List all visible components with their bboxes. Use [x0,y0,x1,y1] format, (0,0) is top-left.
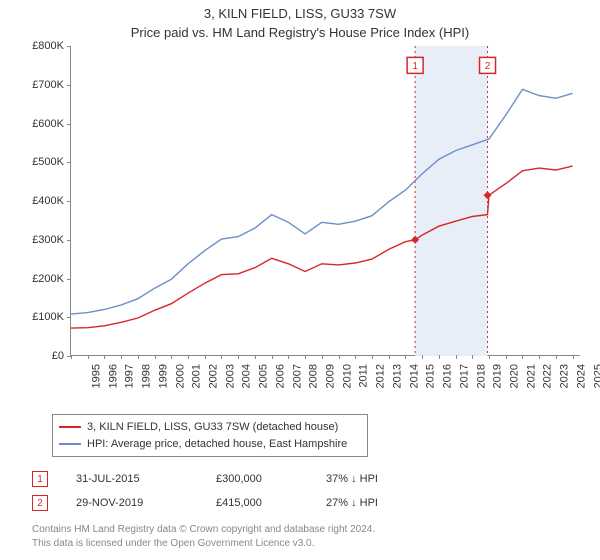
x-tick-label: 2017 [458,364,470,388]
legend-label-hpi: HPI: Average price, detached house, East… [87,436,347,453]
legend: 3, KILN FIELD, LISS, GU33 7SW (detached … [52,414,368,457]
x-tick-label: 2016 [442,364,454,388]
x-tick-label: 2021 [525,364,537,388]
chart-area: 12 £0£100K£200K£300K£400K£500K£600K£700K… [20,46,580,376]
chart-container: 3, KILN FIELD, LISS, GU33 7SW Price paid… [0,0,600,560]
y-tick-label: £600K [32,118,64,130]
x-tick-label: 2011 [357,364,369,388]
x-tick-label: 2002 [208,364,220,388]
y-tick-label: £700K [32,79,64,91]
sale-date-1: 31-JUL-2015 [76,473,216,485]
x-tick-label: 2023 [559,364,571,388]
x-tick-label: 2019 [492,364,504,388]
y-tick-label: £500K [32,156,64,168]
title-sub: Price paid vs. HM Land Registry's House … [0,21,600,46]
sale-date-2: 29-NOV-2019 [76,497,216,509]
sales-table: 1 31-JUL-2015 £300,000 37% ↓ HPI 2 29-NO… [32,467,600,515]
x-tick-label: 1996 [107,364,119,388]
y-tick-label: £400K [32,195,64,207]
x-tick-label: 1999 [157,364,169,388]
x-tick-label: 2013 [391,364,403,388]
y-tick-label: £800K [32,40,64,52]
x-tick-label: 2024 [575,364,587,388]
x-tick-label: 2022 [542,364,554,388]
sales-row-1: 1 31-JUL-2015 £300,000 37% ↓ HPI [32,467,600,491]
x-tick-label: 2005 [258,364,270,388]
legend-row-hpi: HPI: Average price, detached house, East… [59,436,361,453]
x-tick-label: 2010 [341,364,353,388]
x-tick-label: 2008 [308,364,320,388]
x-tick-label: 1997 [124,364,136,388]
footer: Contains HM Land Registry data © Crown c… [32,523,600,550]
x-tick-label: 2003 [224,364,236,388]
x-tick-label: 2004 [241,364,253,388]
legend-swatch-property [59,426,81,428]
x-tick-label: 1995 [90,364,102,388]
legend-label-property: 3, KILN FIELD, LISS, GU33 7SW (detached … [87,419,338,436]
x-tick-label: 2009 [325,364,337,388]
title-main: 3, KILN FIELD, LISS, GU33 7SW [0,0,600,21]
y-tick-label: £100K [32,311,64,323]
legend-row-property: 3, KILN FIELD, LISS, GU33 7SW (detached … [59,419,361,436]
sale-pct-2: 27% ↓ HPI [326,497,466,509]
x-tick-label: 2012 [375,364,387,388]
x-tick-label: 2018 [475,364,487,388]
sale-pct-1: 37% ↓ HPI [326,473,466,485]
legend-swatch-hpi [59,443,81,445]
plot: 12 [70,46,580,356]
svg-text:2: 2 [485,61,491,72]
x-tick-label: 2025 [592,364,600,388]
x-tick-label: 2001 [191,364,203,388]
sale-badge-1: 1 [32,471,48,487]
y-tick-label: £200K [32,273,64,285]
x-tick-label: 2015 [425,364,437,388]
footer-line1: Contains HM Land Registry data © Crown c… [32,523,600,537]
sales-row-2: 2 29-NOV-2019 £415,000 27% ↓ HPI [32,491,600,515]
x-tick-label: 2007 [291,364,303,388]
x-tick-label: 2000 [174,364,186,388]
sale-badge-2: 2 [32,495,48,511]
y-tick-label: £0 [52,350,64,362]
y-tick-label: £300K [32,234,64,246]
x-tick-label: 1998 [141,364,153,388]
sale-price-2: £415,000 [216,497,326,509]
footer-line2: This data is licensed under the Open Gov… [32,537,600,551]
x-tick-label: 2006 [274,364,286,388]
x-tick-label: 2020 [509,364,521,388]
sale-price-1: £300,000 [216,473,326,485]
svg-text:1: 1 [412,61,418,72]
x-tick-label: 2014 [408,364,420,388]
